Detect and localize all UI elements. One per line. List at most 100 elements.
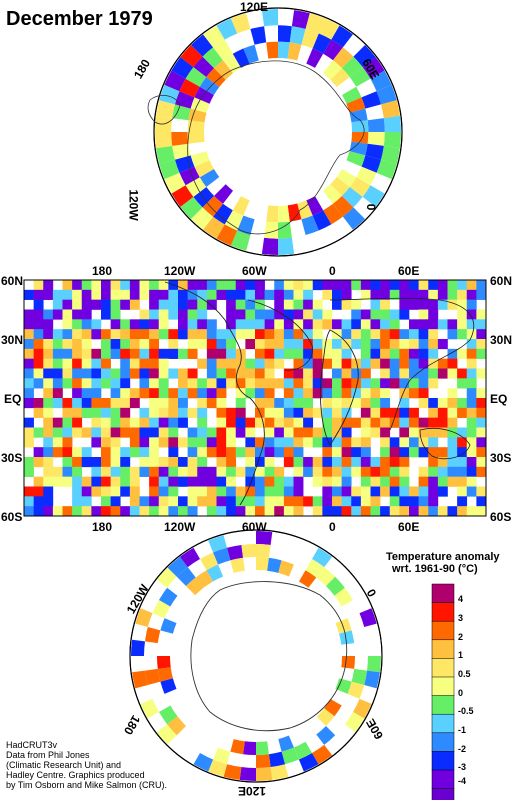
south-anomaly-cell [256, 544, 271, 558]
world-anomaly-cell [187, 457, 198, 468]
world-anomaly-cell [418, 427, 429, 438]
world-anomaly-cell [360, 457, 371, 468]
world-anomaly-cell [409, 329, 419, 340]
world-anomaly-cell [457, 398, 468, 409]
world-anomaly-cell [149, 368, 160, 379]
world-anomaly-cell [370, 280, 381, 291]
south-anomaly-cell [157, 667, 173, 682]
world-anomaly-cell [187, 388, 198, 399]
world-anomaly-cell [178, 407, 188, 418]
world-anomaly-cell [360, 407, 371, 418]
world-anomaly-cell [466, 280, 477, 291]
world-anomaly-cell [226, 289, 237, 300]
world-anomaly-cell [341, 329, 352, 340]
world-anomaly-cell [360, 417, 371, 428]
world-anomaly-cell [437, 280, 448, 291]
world-anomaly-cell [312, 368, 323, 379]
world-anomaly-cell [283, 289, 294, 300]
world-anomaly-cell [322, 427, 333, 438]
world-anomaly-cell [158, 437, 169, 448]
north-anomaly-cell [383, 115, 401, 132]
world-anomaly-cell [43, 368, 54, 379]
south-anomaly-cell [335, 618, 352, 634]
world-anomaly-cell [283, 309, 294, 320]
world-anomaly-cell [24, 368, 34, 379]
world-anomaly-cell [158, 496, 169, 507]
world-anomaly-cell [380, 348, 391, 359]
world-anomaly-cell [110, 339, 121, 350]
north-anomaly-cell [187, 120, 205, 132]
north-anomaly-cell [349, 141, 368, 156]
world-anomaly-cell [81, 447, 92, 458]
north-anomaly-cell [180, 196, 203, 219]
world-anomaly-cell [255, 319, 265, 330]
world-anomaly-cell [62, 339, 73, 350]
world-anomaly-cell [351, 329, 362, 340]
world-anomaly-cell [43, 407, 54, 418]
legend-title-line2: wrt. 1961-90 (°C) [392, 563, 478, 575]
world-anomaly-cell [370, 496, 381, 507]
world-anomaly-cell [120, 339, 131, 350]
world-anomaly-cell [380, 457, 391, 468]
world-anomaly-cell [33, 506, 44, 517]
world-anomaly-cell [187, 280, 198, 291]
world-anomaly-cell [187, 496, 198, 507]
world-anomaly-cell [206, 476, 217, 487]
south-anomaly-cell [241, 544, 256, 558]
world-anomaly-cell [447, 388, 458, 399]
world-anomaly-cell [283, 329, 294, 340]
world-anomaly-cell [24, 388, 34, 399]
world-anomaly-cell [72, 309, 83, 320]
world-anomaly-cell [389, 466, 400, 477]
world-anomaly-cell [129, 476, 140, 487]
world-anomaly-cell [341, 339, 352, 350]
north-anomaly-cell [367, 118, 385, 132]
world-anomaly-cell [322, 457, 333, 468]
world-anomaly-cell [52, 398, 63, 409]
north-anomaly-cell [237, 215, 255, 235]
world-anomaly-cell [370, 427, 381, 438]
world-anomaly-cell [91, 457, 102, 468]
world-anomaly-cell [399, 398, 410, 409]
world-anomaly-cell [332, 437, 342, 448]
world-anomaly-cell [72, 289, 83, 300]
world-anomaly-cell [101, 289, 111, 300]
world-anomaly-cell [437, 289, 448, 300]
world-anomaly-cell [418, 506, 429, 517]
world-anomaly-cell [274, 506, 285, 517]
world-anomaly-cell [466, 339, 477, 350]
world-anomaly-cell [178, 466, 188, 477]
world-anomaly-cell [360, 348, 371, 359]
world-anomaly-cell [129, 348, 140, 359]
world-anomaly-cell [178, 388, 188, 399]
world-anomaly-cell [216, 486, 227, 497]
world-anomaly-cell [62, 280, 73, 291]
world-anomaly-cell [428, 466, 439, 477]
world-anomaly-cell [437, 427, 448, 438]
world-anomaly-cell [81, 496, 92, 507]
world-anomaly-cell [110, 447, 121, 458]
world-anomaly-cell [33, 476, 44, 487]
north-anomaly-cell [214, 60, 233, 80]
world-anomaly-cell [120, 299, 131, 310]
world-anomaly-cell [110, 476, 121, 487]
world-anomaly-cell [476, 339, 487, 350]
world-anomaly-cell [120, 388, 131, 399]
world-anomaly-cell [178, 289, 188, 300]
world-anomaly-cell [139, 427, 150, 438]
world-anomaly-cell [43, 447, 54, 458]
world-anomaly-cell [370, 398, 381, 409]
world-anomaly-cell [264, 427, 275, 438]
world-anomaly-cell [187, 329, 198, 340]
world-anomaly-cell [476, 398, 487, 409]
world-anomaly-cell [81, 289, 92, 300]
world-anomaly-cell [312, 329, 323, 340]
world-anomaly-cell [139, 466, 150, 477]
south-anomaly-cell [227, 545, 244, 561]
lat-label-30s-right: 30S [490, 451, 512, 465]
world-anomaly-cell [418, 358, 429, 369]
legend-swatch [431, 695, 455, 715]
world-anomaly-cell [389, 496, 400, 507]
world-anomaly-cell [466, 506, 477, 517]
world-anomaly-cell [418, 398, 429, 409]
